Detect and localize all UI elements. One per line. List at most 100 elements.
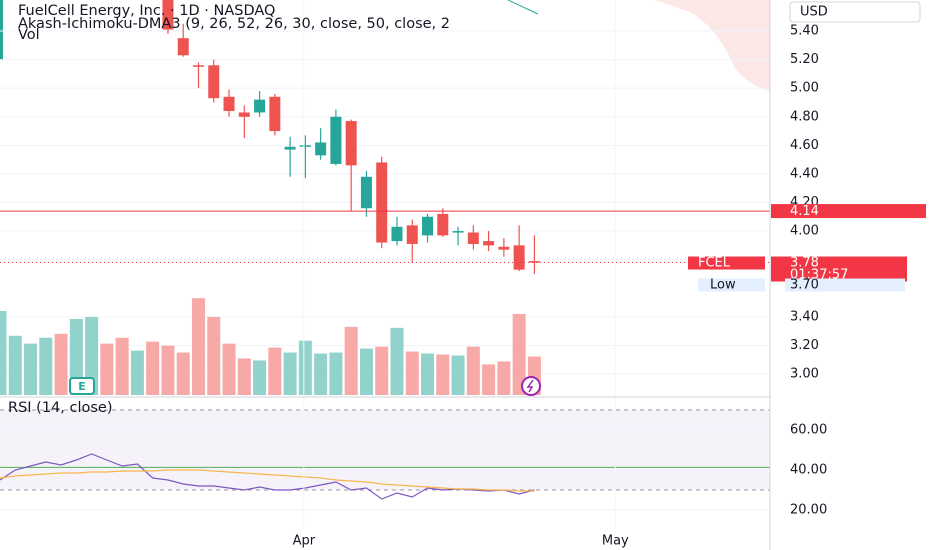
- x-tick-label: Apr: [293, 534, 316, 549]
- volume-bar: [283, 352, 297, 395]
- y-tick-label: 3.00: [790, 366, 819, 381]
- candle-body: [223, 96, 235, 112]
- earnings-badge[interactable]: E: [69, 377, 95, 395]
- low-name-box: [698, 278, 765, 292]
- y-tick-label: 4.80: [790, 109, 819, 124]
- low-name: Low: [710, 278, 736, 293]
- rsi-line: [0, 453, 535, 500]
- svg-text:E: E: [78, 380, 86, 393]
- rsi-tick-label: 60.00: [790, 423, 827, 438]
- rsi-tick-label: 40.00: [790, 463, 827, 478]
- rsi-line: [0, 469, 535, 492]
- candle-body: [406, 225, 418, 244]
- candle-body: [452, 231, 464, 233]
- volume-bar: [24, 343, 38, 395]
- candle-body: [391, 226, 403, 242]
- currency: USD: [800, 5, 828, 20]
- volume-bar: [39, 337, 53, 395]
- candle-body: [360, 176, 372, 209]
- rsi-band: [0, 410, 770, 490]
- candle-body: [345, 121, 357, 166]
- price-label: 3.78: [790, 256, 819, 271]
- volume-bar: [436, 354, 450, 395]
- volume-bar: [207, 316, 221, 395]
- volume-bar: [191, 298, 205, 395]
- cloud-shade: [655, 0, 770, 92]
- volume-bar: [512, 314, 526, 395]
- price-box: [771, 204, 926, 219]
- volume-bar: [482, 364, 496, 395]
- candle-body: [284, 146, 296, 150]
- volume-bar: [421, 353, 435, 395]
- volume-bar: [390, 327, 404, 395]
- indicator: Akash-Ichimoku-DMA3 (9, 26, 52, 26, 30, …: [18, 16, 450, 32]
- cloud-line: [507, 0, 539, 15]
- volume-bar: [146, 341, 160, 395]
- title: FuelCell Energy, Inc. · 1D · NASDAQ: [18, 3, 275, 19]
- candle-body: [254, 99, 266, 113]
- volume-bar: [298, 340, 312, 395]
- candle-body: [177, 38, 189, 56]
- candle-body: [483, 241, 495, 246]
- candle-body: [376, 162, 388, 243]
- candle-body: [162, 0, 174, 30]
- volume-label: Vol: [18, 27, 40, 43]
- volume-bar: [359, 348, 373, 395]
- volume-bar: [0, 311, 7, 395]
- y-tick-label: 5.40: [790, 24, 819, 39]
- y-tick-label: 5.00: [790, 81, 819, 96]
- volume-bar: [115, 337, 129, 395]
- candle-body: [238, 112, 250, 117]
- volume-bar: [85, 316, 99, 395]
- volume-bar: [161, 345, 175, 395]
- candle-body: [513, 245, 525, 270]
- candle-body: [528, 261, 540, 263]
- price-pane: [0, 0, 770, 395]
- volume-bar: [8, 335, 22, 395]
- y-tick-label: 3.40: [790, 309, 819, 324]
- volume-bar: [176, 352, 190, 395]
- price-box: [771, 256, 907, 282]
- volume-bar: [253, 360, 267, 395]
- low-box: [785, 278, 905, 292]
- candle-body: [422, 216, 434, 236]
- rsi-tick-label: 20.00: [790, 503, 827, 518]
- volume-bar: [54, 333, 68, 395]
- y-tick-label: 4.00: [790, 224, 819, 239]
- event-badge[interactable]: [521, 376, 541, 396]
- price-label: 4.14: [790, 204, 819, 219]
- y-tick-label: 4.40: [790, 166, 819, 181]
- candle-body: [315, 142, 327, 156]
- candle-body: [269, 96, 281, 132]
- volume-bar: [375, 346, 389, 395]
- currency-box[interactable]: [789, 1, 921, 23]
- volume-bar: [314, 353, 328, 395]
- x-tick-label: May: [602, 534, 629, 549]
- volume-bar: [451, 355, 465, 395]
- candle-body: [330, 116, 342, 164]
- volume-bar: [466, 346, 480, 395]
- candle-body: [208, 65, 220, 99]
- volume-bar: [237, 358, 251, 395]
- low-label: 3.70: [790, 278, 819, 293]
- symbol-box: [688, 256, 765, 270]
- volume-bar: [100, 343, 114, 395]
- symbol-label: FCEL: [698, 256, 731, 271]
- candle-body: [498, 246, 510, 250]
- volume-bar: [130, 350, 144, 395]
- candle-body: [299, 145, 311, 147]
- volume-bar: [405, 351, 419, 395]
- volume-bar: [497, 361, 511, 395]
- y-tick-label: 3.20: [790, 338, 819, 353]
- volume-bar: [344, 326, 358, 395]
- volume-bar: [268, 347, 282, 395]
- volume-bar: [329, 352, 343, 395]
- y-tick-label: 4.60: [790, 138, 819, 153]
- y-tick-label: 5.20: [790, 52, 819, 67]
- candle-body: [437, 213, 449, 236]
- volume-bar: [69, 318, 83, 395]
- pane-marker: [0, 0, 3, 60]
- volume-bar: [222, 343, 236, 395]
